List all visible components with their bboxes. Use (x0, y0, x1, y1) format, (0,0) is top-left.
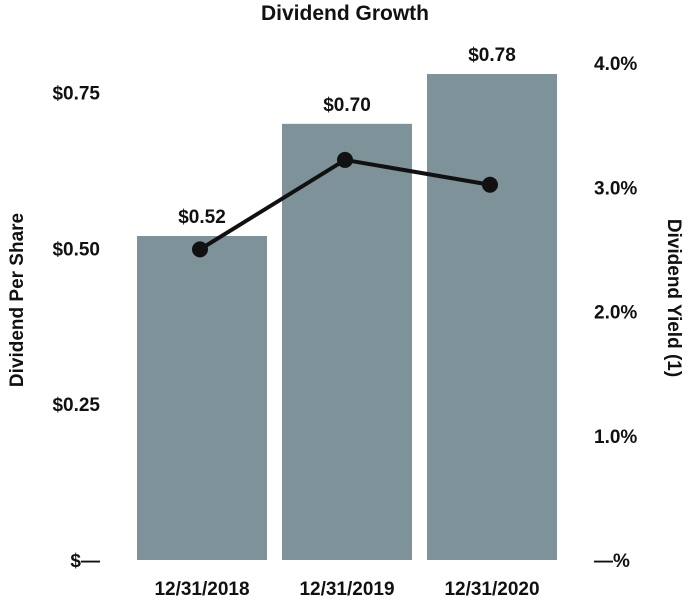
category-label: 12/31/2020 (444, 579, 539, 600)
category-label: 12/31/2019 (299, 579, 394, 600)
yield-point (337, 151, 353, 168)
bar-value-label: $0.70 (323, 95, 371, 116)
bar-12/31/2018 (137, 236, 267, 560)
right-axis-ticks: —% 1.0% 2.0% 3.0% 4.0% (594, 54, 637, 572)
left-tick-label: $0.75 (52, 84, 100, 105)
right-tick-label: 3.0% (594, 178, 637, 199)
bars-group (137, 74, 557, 560)
left-tick-label: $0.25 (52, 395, 100, 416)
left-axis-label: Dividend Per Share (7, 213, 28, 387)
bar-labels-group: $0.52 $0.70 $0.78 (178, 45, 516, 228)
left-tick-label: $0.50 (52, 239, 100, 260)
yield-point (192, 241, 208, 258)
bar-12/31/2019 (282, 123, 412, 560)
right-tick-label: 4.0% (594, 54, 637, 75)
bar-value-label: $0.52 (178, 207, 226, 228)
right-axis-label: Dividend Yield (1) (663, 219, 684, 377)
left-tick-label: $— (70, 551, 100, 572)
bar-12/31/2020 (427, 74, 557, 560)
bar-value-label: $0.78 (468, 45, 516, 66)
yield-point (482, 176, 498, 193)
category-label: 12/31/2018 (154, 579, 249, 600)
category-labels-group: 12/31/2018 12/31/2019 12/31/2020 (154, 579, 539, 600)
right-tick-label: —% (594, 551, 630, 572)
yield-line-group (192, 151, 498, 258)
right-tick-label: 2.0% (594, 303, 637, 324)
right-tick-label: 1.0% (594, 427, 637, 448)
left-axis-ticks: $— $0.25 $0.50 $0.75 (52, 84, 100, 572)
chart-title: Dividend Growth (261, 2, 429, 25)
